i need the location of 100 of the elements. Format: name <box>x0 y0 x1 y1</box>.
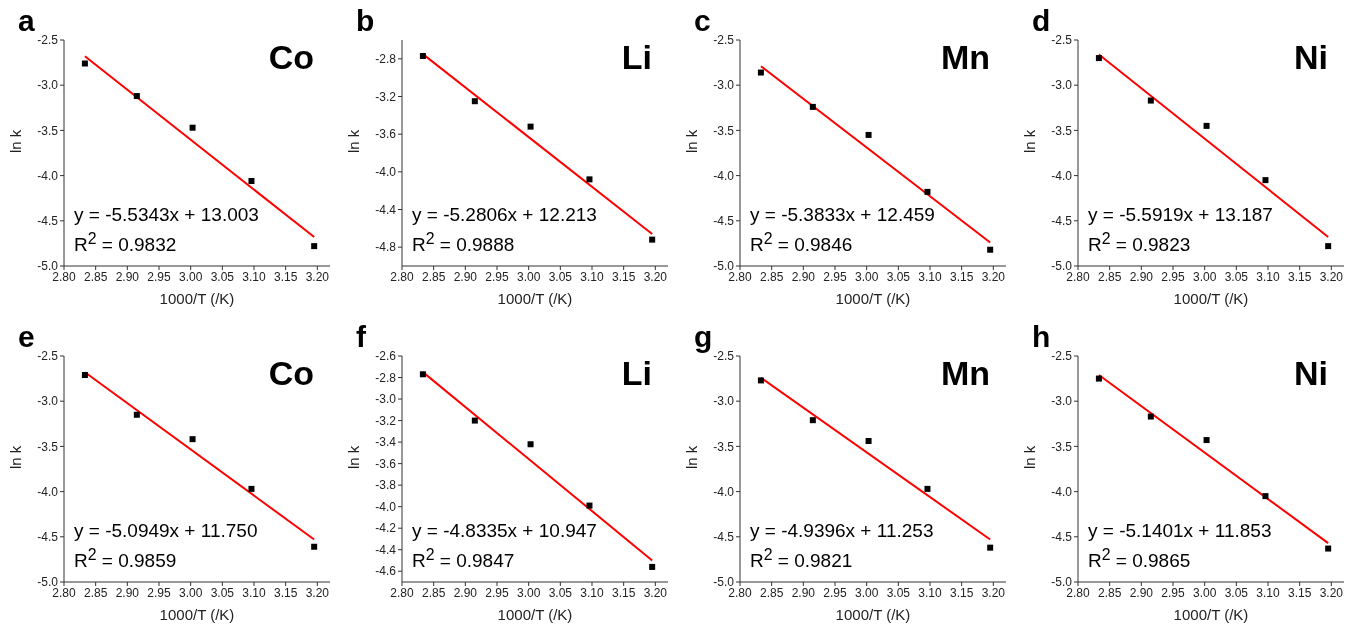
x-tick-label: 3.10 <box>242 585 266 600</box>
y-axis-title: ln k <box>1021 129 1039 153</box>
x-tick-label: 2.85 <box>83 585 108 600</box>
y-tick-label: -3.2 <box>375 89 397 104</box>
point <box>924 188 931 195</box>
x-tick-label: 3.00 <box>854 269 879 284</box>
y-axis-title: ln k <box>1021 445 1039 469</box>
x-tick-label: 3.10 <box>1256 585 1280 600</box>
x-tick-label: 2.95 <box>823 585 847 600</box>
annotation: R$^{2}$ = 0.9847 <box>412 546 515 573</box>
x-axis-title: 1000/T (/K) <box>1173 290 1249 307</box>
x-tick-label: 2.80 <box>1066 269 1090 284</box>
y-axis-title: ln k <box>683 445 701 469</box>
y-axis-title: ln k <box>7 129 25 153</box>
annotation: y = -5.5919x + 13.187 <box>1088 204 1273 226</box>
x-tick-label: 2.80 <box>390 269 414 284</box>
x-axis-title: 1000/T (/K) <box>159 290 235 307</box>
y-tick-label: -3.6 <box>375 127 397 142</box>
y-tick-label: -3.0 <box>375 392 397 407</box>
x-tick-label: 2.80 <box>728 269 752 284</box>
y-tick-label: -4.0 <box>713 484 735 499</box>
y-tick-label: -2.6 <box>375 349 397 364</box>
x-tick-label: 2.90 <box>115 269 140 284</box>
y-tick-label: -3.0 <box>37 394 59 409</box>
point <box>133 93 140 100</box>
x-tick-label: 3.20 <box>305 269 330 284</box>
chart-title: a <box>18 4 35 38</box>
chart-title: f <box>356 320 366 354</box>
y-tick-label: -4.0 <box>37 168 59 183</box>
annotation: Li <box>621 354 652 393</box>
x-tick-label: 2.80 <box>52 585 76 600</box>
x-axis-title: 1000/T (/K) <box>159 606 235 623</box>
annotation: Co <box>268 38 314 77</box>
y-tick-label: -3.8 <box>375 478 397 493</box>
point <box>1203 122 1210 129</box>
point <box>757 377 764 384</box>
point <box>586 502 593 509</box>
x-tick-label: 3.00 <box>516 585 541 600</box>
point <box>311 543 318 550</box>
x-axis-title: 1000/T (/K) <box>497 290 573 307</box>
annotation: y = -5.3833x + 12.459 <box>750 204 935 226</box>
x-tick-label: 3.10 <box>1256 269 1280 284</box>
y-tick-label: -2.5 <box>713 33 735 48</box>
x-tick-label: 2.80 <box>728 585 752 600</box>
point <box>586 176 593 183</box>
point <box>809 417 816 424</box>
y-tick-label: -4.0 <box>1051 484 1073 499</box>
point <box>1147 97 1154 104</box>
y-tick-label: -3.5 <box>713 439 735 454</box>
y-tick-label: -4.0 <box>37 484 59 499</box>
x-tick-label: 3.05 <box>1224 585 1249 600</box>
point <box>419 53 426 60</box>
x-tick-label: 2.80 <box>390 585 414 600</box>
point <box>987 246 994 253</box>
y-tick-label: -2.5 <box>37 349 59 364</box>
x-tick-label: 3.05 <box>886 269 911 284</box>
annotation: R$^{2}$ = 0.9865 <box>1088 546 1191 573</box>
y-tick-label: -2.5 <box>1051 349 1073 364</box>
point <box>81 60 88 67</box>
x-tick-label: 2.85 <box>759 269 784 284</box>
x-tick-label: 3.15 <box>1287 585 1312 600</box>
x-tick-label: 2.95 <box>485 269 509 284</box>
x-tick-label: 2.85 <box>759 585 784 600</box>
point <box>81 371 88 378</box>
y-tick-label: -2.8 <box>375 370 397 385</box>
point <box>1325 243 1332 250</box>
y-tick-label: -3.4 <box>375 435 397 450</box>
point <box>865 131 872 138</box>
annotation: y = -5.2806x + 12.213 <box>412 204 597 226</box>
x-tick-label: 2.85 <box>1097 585 1122 600</box>
point <box>471 417 478 424</box>
point <box>649 563 656 570</box>
annotation: R$^{2}$ = 0.9888 <box>412 230 515 257</box>
annotation: Ni <box>1294 354 1328 393</box>
x-tick-label: 3.20 <box>981 269 1006 284</box>
x-tick-label: 3.05 <box>886 585 911 600</box>
chart-title: h <box>1032 320 1051 354</box>
x-tick-label: 3.05 <box>210 269 235 284</box>
chart-title: c <box>694 4 711 38</box>
point <box>809 103 816 110</box>
point <box>987 544 994 551</box>
point <box>1325 545 1332 552</box>
annotation: R$^{2}$ = 0.9823 <box>1088 230 1191 257</box>
x-tick-label: 3.00 <box>854 585 879 600</box>
y-axis-title: ln k <box>683 129 701 153</box>
y-tick-label: -4.0 <box>375 165 397 180</box>
point <box>1203 437 1210 444</box>
x-tick-label: 3.10 <box>918 585 942 600</box>
point <box>311 243 318 250</box>
point <box>248 485 255 492</box>
x-tick-label: 3.05 <box>548 269 573 284</box>
point <box>527 123 534 130</box>
x-tick-label: 2.95 <box>147 585 171 600</box>
point <box>924 485 931 492</box>
point <box>527 441 534 448</box>
annotation: Li <box>621 38 652 77</box>
point <box>189 436 196 443</box>
annotation: R$^{2}$ = 0.9859 <box>74 546 177 573</box>
x-tick-label: 2.90 <box>453 269 478 284</box>
y-tick-label: -4.5 <box>713 214 735 229</box>
